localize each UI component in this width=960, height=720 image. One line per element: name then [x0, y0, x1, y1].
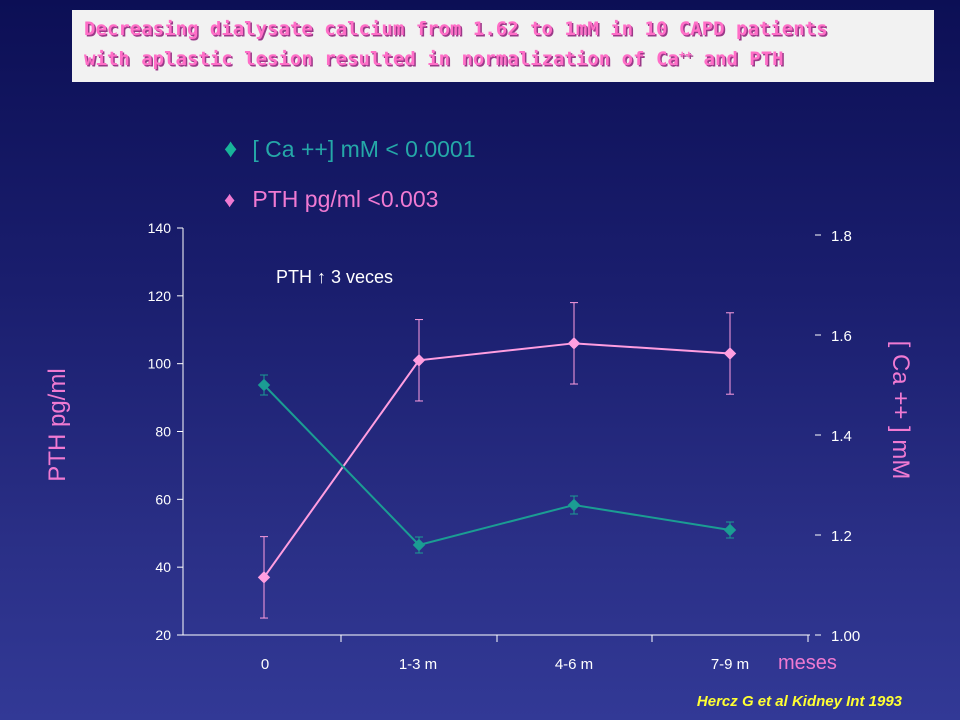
series-line-ca	[263, 384, 731, 547]
slide-title-box: Decreasing dialysate calcium from 1.62 t…	[72, 10, 934, 82]
y-right-tick-label: 1.8	[831, 228, 852, 245]
x-tick-label: 4-6 m	[555, 656, 593, 673]
y-left-tick-label: 60	[155, 491, 171, 507]
y-left-tick-label: 20	[155, 627, 171, 643]
data-point-ca	[412, 538, 426, 552]
y-axis-left-label: PTH pg/ml	[44, 368, 71, 482]
y-left-tick-label: 100	[148, 356, 172, 372]
data-point-pth	[257, 571, 271, 584]
y-left-tick-label: 140	[148, 220, 172, 236]
slide-title-line-1: Decreasing dialysate calcium from 1.62 t…	[84, 18, 828, 40]
data-point-pth	[723, 347, 737, 360]
citation: Hercz G et al Kidney Int 1993	[696, 693, 902, 710]
title-superscript: ++	[678, 48, 693, 61]
data-point-pth	[412, 354, 426, 367]
legend-pth: ♦ PTH pg/ml <0.003	[224, 186, 438, 213]
title-line-2-text: with aplastic lesion resulted in normali…	[84, 48, 679, 70]
y-left-tick-label: 40	[155, 559, 171, 575]
data-point-ca	[257, 378, 271, 392]
y-right-tick-label: 1.2	[831, 528, 852, 545]
series-line-pth	[263, 342, 731, 578]
diamond-marker-icon: ♦	[224, 187, 236, 212]
x-tick-label: 0	[261, 656, 269, 673]
chart-marks	[257, 302, 737, 619]
x-tick-label: 7-9 m	[711, 656, 749, 673]
diamond-marker-icon: ♦	[224, 133, 238, 163]
y-right-tick-label: 1.4	[831, 428, 852, 445]
chart-axes: 20 40 60 80 100 120 140 0 1-3 m 4-6 m 7-9 m 1.00 1.2…	[148, 220, 861, 673]
legend-ca-label: [ Ca ++] mM < 0.0001	[252, 136, 476, 162]
slide-title-line-2: with aplastic lesion resulted in normali…	[84, 42, 922, 72]
legend-pth-label: PTH pg/ml <0.003	[252, 186, 439, 212]
y-left-tick-label: 80	[155, 424, 171, 440]
data-point-ca	[567, 498, 581, 512]
chart-annotation: PTH ↑ 3 veces	[276, 267, 393, 287]
legend-ca: ♦ [ Ca ++] mM < 0.0001	[224, 133, 475, 164]
data-point-ca	[723, 523, 737, 537]
data-point-pth	[567, 337, 581, 350]
y-axis-right-label: [ Ca ++ ] mM	[887, 340, 914, 480]
title-line-2-suffix: and PTH	[692, 48, 784, 70]
x-axis-unit-label: meses	[778, 652, 837, 674]
x-tick-label: 1-3 m	[399, 656, 437, 673]
y-left-tick-label: 120	[148, 288, 172, 304]
y-right-tick-label: 1.6	[831, 328, 852, 345]
y-right-tick-label: 1.00	[831, 628, 860, 645]
